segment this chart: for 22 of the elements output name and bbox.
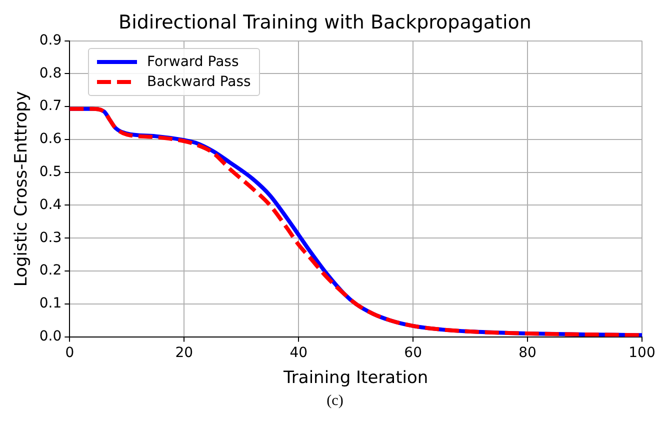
y-tick-label: 0.3: [39, 230, 62, 246]
y-tick-label: 0.9: [39, 32, 62, 48]
legend-label: Forward Pass: [147, 54, 239, 70]
legend-label: Backward Pass: [147, 74, 251, 90]
x-tick-label: 60: [404, 344, 422, 361]
y-tick-label: 0.2: [39, 262, 62, 279]
y-tick-label: 0.6: [39, 131, 62, 148]
y-tick-label: 0.8: [39, 65, 62, 82]
x-axis-title: Training Iteration: [282, 368, 428, 388]
y-tick-label: 0.4: [39, 196, 62, 213]
y-tick-label: 0.7: [39, 98, 62, 114]
x-tick-label: 100: [628, 344, 656, 361]
y-axis-title: Logistic Cross-Enttropy: [12, 91, 32, 287]
y-tick-label: 0.1: [39, 296, 62, 312]
text: (c): [326, 393, 344, 410]
y-tick-label: 0.5: [39, 164, 62, 180]
x-tick-label: 80: [518, 344, 536, 361]
chart-title: Bidirectional Training with Backpropagation: [118, 11, 532, 34]
x-tick-label: 0: [65, 344, 74, 361]
x-tick-label: 20: [175, 344, 194, 361]
y-tick-label: 0.0: [39, 328, 62, 344]
x-tick-label: 40: [290, 344, 308, 361]
